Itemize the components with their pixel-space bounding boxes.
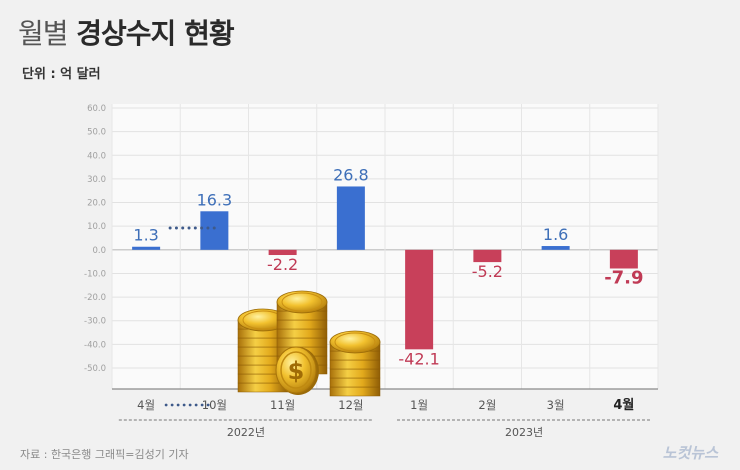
labels: 60.0 50.0 40.0 30.0 20.0 10.0 0.0 -10.0 -20.0 -30…	[84, 104, 652, 439]
y-tick-label: 20.0	[87, 199, 106, 209]
dollar-sign-icon: $	[288, 357, 305, 385]
gap-dot	[181, 226, 185, 230]
coin	[329, 377, 381, 388]
gap-dot	[212, 226, 216, 230]
axis-gap-dot	[194, 403, 198, 407]
axis-gap-dot	[188, 403, 192, 407]
y-tick-label: 60.0	[87, 104, 106, 114]
value-label-2: 16.3	[197, 190, 233, 209]
gap-dot	[200, 226, 204, 230]
value-label-5: -42.1	[398, 349, 439, 368]
coin-top	[329, 330, 381, 354]
bar-5	[405, 249, 434, 350]
y-tick-label: 0.0	[92, 246, 106, 256]
bar-2	[200, 211, 229, 250]
year-label-2: 2023년	[505, 426, 543, 439]
coin-top	[276, 290, 328, 314]
axis-gap-dot	[206, 403, 210, 407]
bar-7	[541, 246, 570, 250]
coin	[276, 328, 328, 339]
bar-6	[473, 249, 502, 263]
coin	[276, 337, 328, 348]
value-label-7: 1.6	[543, 225, 568, 244]
axis-gap-dot	[200, 403, 204, 407]
bar-4	[336, 186, 365, 250]
gap-dot	[193, 226, 197, 230]
y-tick-label: -30.0	[84, 317, 106, 327]
category-label-4: 12월	[338, 398, 363, 412]
bar-3	[268, 249, 297, 256]
year-label-1: 2022년	[227, 426, 265, 439]
gap-dot	[168, 226, 172, 230]
dollar-coin	[275, 346, 317, 394]
value-label-6: -5.2	[472, 262, 503, 281]
bar-1	[132, 246, 161, 250]
value-label-3: -2.2	[267, 255, 298, 274]
category-label-1: 4월	[137, 398, 155, 412]
value-label-4: 26.8	[333, 165, 369, 184]
coin	[329, 386, 381, 397]
y-tick-label: -50.0	[84, 364, 106, 374]
category-label-3: 11월	[270, 398, 295, 412]
coin-rim	[281, 292, 323, 312]
y-tick-label: 40.0	[87, 151, 106, 161]
y-tick-label: -20.0	[84, 293, 106, 303]
grid-lines	[111, 104, 659, 390]
value-label-1: 1.3	[133, 226, 158, 245]
title-main: 경상수지 현황	[76, 17, 234, 50]
category-label-6: 2월	[478, 398, 496, 412]
unit-label: 단위 : 억 달러	[22, 67, 101, 82]
y-tick-label: 10.0	[87, 222, 106, 232]
coin-stacks-illustration: $	[237, 290, 381, 397]
y-tick-label: -10.0	[84, 269, 106, 279]
gap-dot	[174, 226, 178, 230]
category-label-5: 1월	[410, 398, 428, 412]
coin	[329, 359, 381, 370]
source-credit: 자료 : 한국은행 그래픽=김성기 기자	[20, 448, 189, 461]
axis-gap-dot	[170, 403, 174, 407]
title-prefix: 월별	[18, 17, 69, 50]
coin	[329, 368, 381, 379]
gap-dot	[187, 226, 191, 230]
bar-8	[609, 249, 638, 269]
value-label-8: -7.9	[604, 267, 643, 288]
coin	[276, 319, 328, 330]
axis-gap-dot	[164, 403, 168, 407]
coin-rim	[334, 332, 376, 352]
dollar-coin-rim	[280, 351, 312, 389]
axis-gap-dot	[182, 403, 186, 407]
category-label-8: 4월	[613, 397, 634, 413]
y-tick-label: 50.0	[87, 128, 106, 138]
y-tick-label: -40.0	[84, 340, 106, 350]
category-label-7: 3월	[547, 398, 565, 412]
gap-dot	[206, 226, 210, 230]
bars	[132, 186, 638, 350]
logo: 노컷뉴스	[662, 444, 718, 462]
category-label-2: 10월	[202, 398, 227, 412]
page-title: 월별 경상수지 현황	[18, 12, 235, 52]
y-tick-label: 30.0	[87, 175, 106, 185]
axis-gap-dot	[176, 403, 180, 407]
